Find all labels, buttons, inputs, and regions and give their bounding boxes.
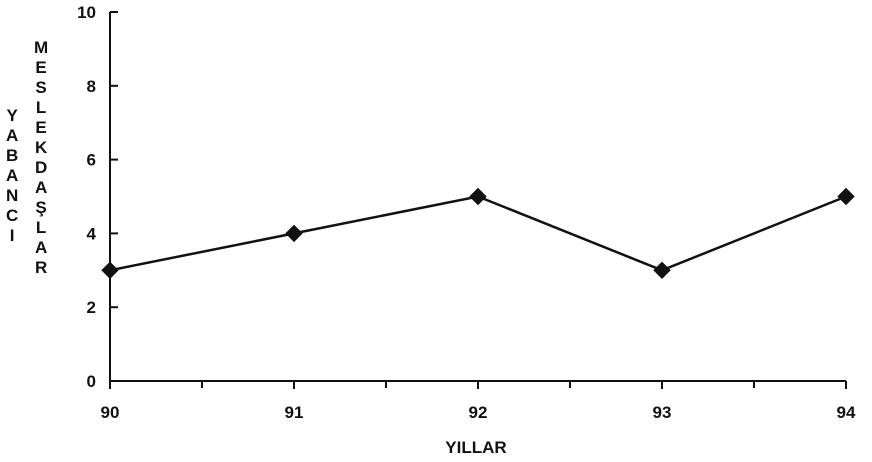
x-tick-label-90: 90	[101, 403, 120, 422]
x-axis-label-wrap: YILLAR	[0, 438, 872, 458]
y-axis-label-char: L	[35, 218, 47, 237]
y-axis-label-char: Y	[6, 106, 18, 125]
x-tick-label-91: 91	[285, 403, 304, 422]
x-tick-label-93: 93	[653, 403, 672, 422]
y-axis-label-char: R	[34, 258, 48, 277]
series-group	[101, 187, 855, 280]
y-tick-label-0: 0	[87, 372, 96, 391]
data-point-92	[469, 187, 487, 206]
y-tick-label-4: 4	[87, 224, 97, 243]
y-axis-label-char: N	[6, 186, 19, 205]
y-axis-label-char: M	[34, 38, 49, 57]
y-axis-label-char: S	[35, 78, 47, 97]
y-axis-label-char: A	[34, 178, 48, 197]
y-axis-label-char: A	[6, 126, 19, 145]
y-axis-label-char: E	[35, 58, 47, 77]
y-axis-label-char: D	[34, 158, 48, 177]
y-axis-label-char: A	[6, 166, 19, 185]
x-tick-label-92: 92	[469, 403, 488, 422]
x-ticks: 90 91 92 93 94	[101, 381, 856, 422]
y-tick-label-8: 8	[87, 77, 96, 96]
y-tick-label-2: 2	[87, 298, 96, 317]
y-axis-label-char: Ş	[35, 198, 47, 217]
y-axis-label-char: A	[34, 238, 48, 257]
y-tick-label-10: 10	[77, 3, 96, 22]
series-line-0	[109, 195, 847, 272]
y-axis-label-char: B	[6, 146, 19, 165]
y-axis-label-char: E	[35, 118, 47, 137]
data-point-91	[285, 224, 303, 243]
data-point-94	[837, 187, 855, 206]
y-axis-label-char: L	[35, 98, 47, 117]
y-ticks: 0 2 4 6 8 10	[77, 3, 118, 391]
x-tick-label-94: 94	[837, 403, 856, 422]
y-tick-label-6: 6	[87, 151, 96, 170]
y-axis-label-char: I	[9, 226, 15, 245]
x-axis-label: YILLAR	[445, 438, 507, 457]
data-point-93	[653, 261, 671, 280]
data-point-90	[101, 261, 119, 280]
y-axis-label-char: K	[34, 138, 48, 157]
y-axis-label-char: C	[6, 206, 19, 225]
